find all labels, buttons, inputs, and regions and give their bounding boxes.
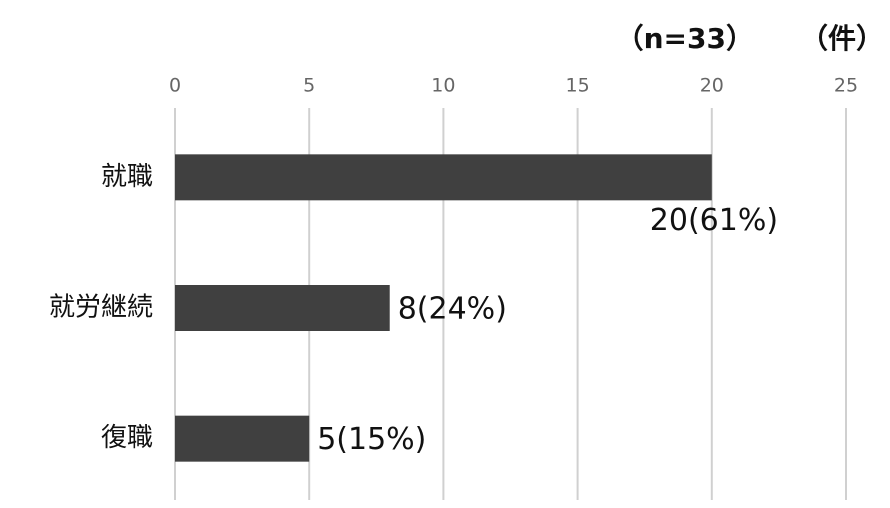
y-tick-label: 就労継続 — [49, 293, 153, 323]
value-label: 20(61%) — [650, 203, 778, 238]
x-tick-label: 25 — [834, 75, 858, 97]
x-tick-label: 5 — [303, 75, 315, 97]
bar — [175, 154, 712, 201]
x-tick-label: 20 — [700, 75, 724, 97]
x-tick-label: 10 — [431, 75, 455, 97]
x-tick-label: 0 — [169, 75, 181, 97]
value-label: 5(15%) — [317, 422, 426, 457]
sample-size-note: （n=33） — [616, 22, 754, 55]
x-tick-label: 15 — [566, 75, 590, 97]
unit-label: （件） — [800, 22, 884, 55]
y-tick-label: 復職 — [101, 423, 153, 453]
bar — [175, 415, 310, 462]
y-tick-label: 就職 — [101, 162, 153, 192]
value-label: 8(24%) — [398, 292, 507, 327]
bar — [175, 285, 390, 331]
